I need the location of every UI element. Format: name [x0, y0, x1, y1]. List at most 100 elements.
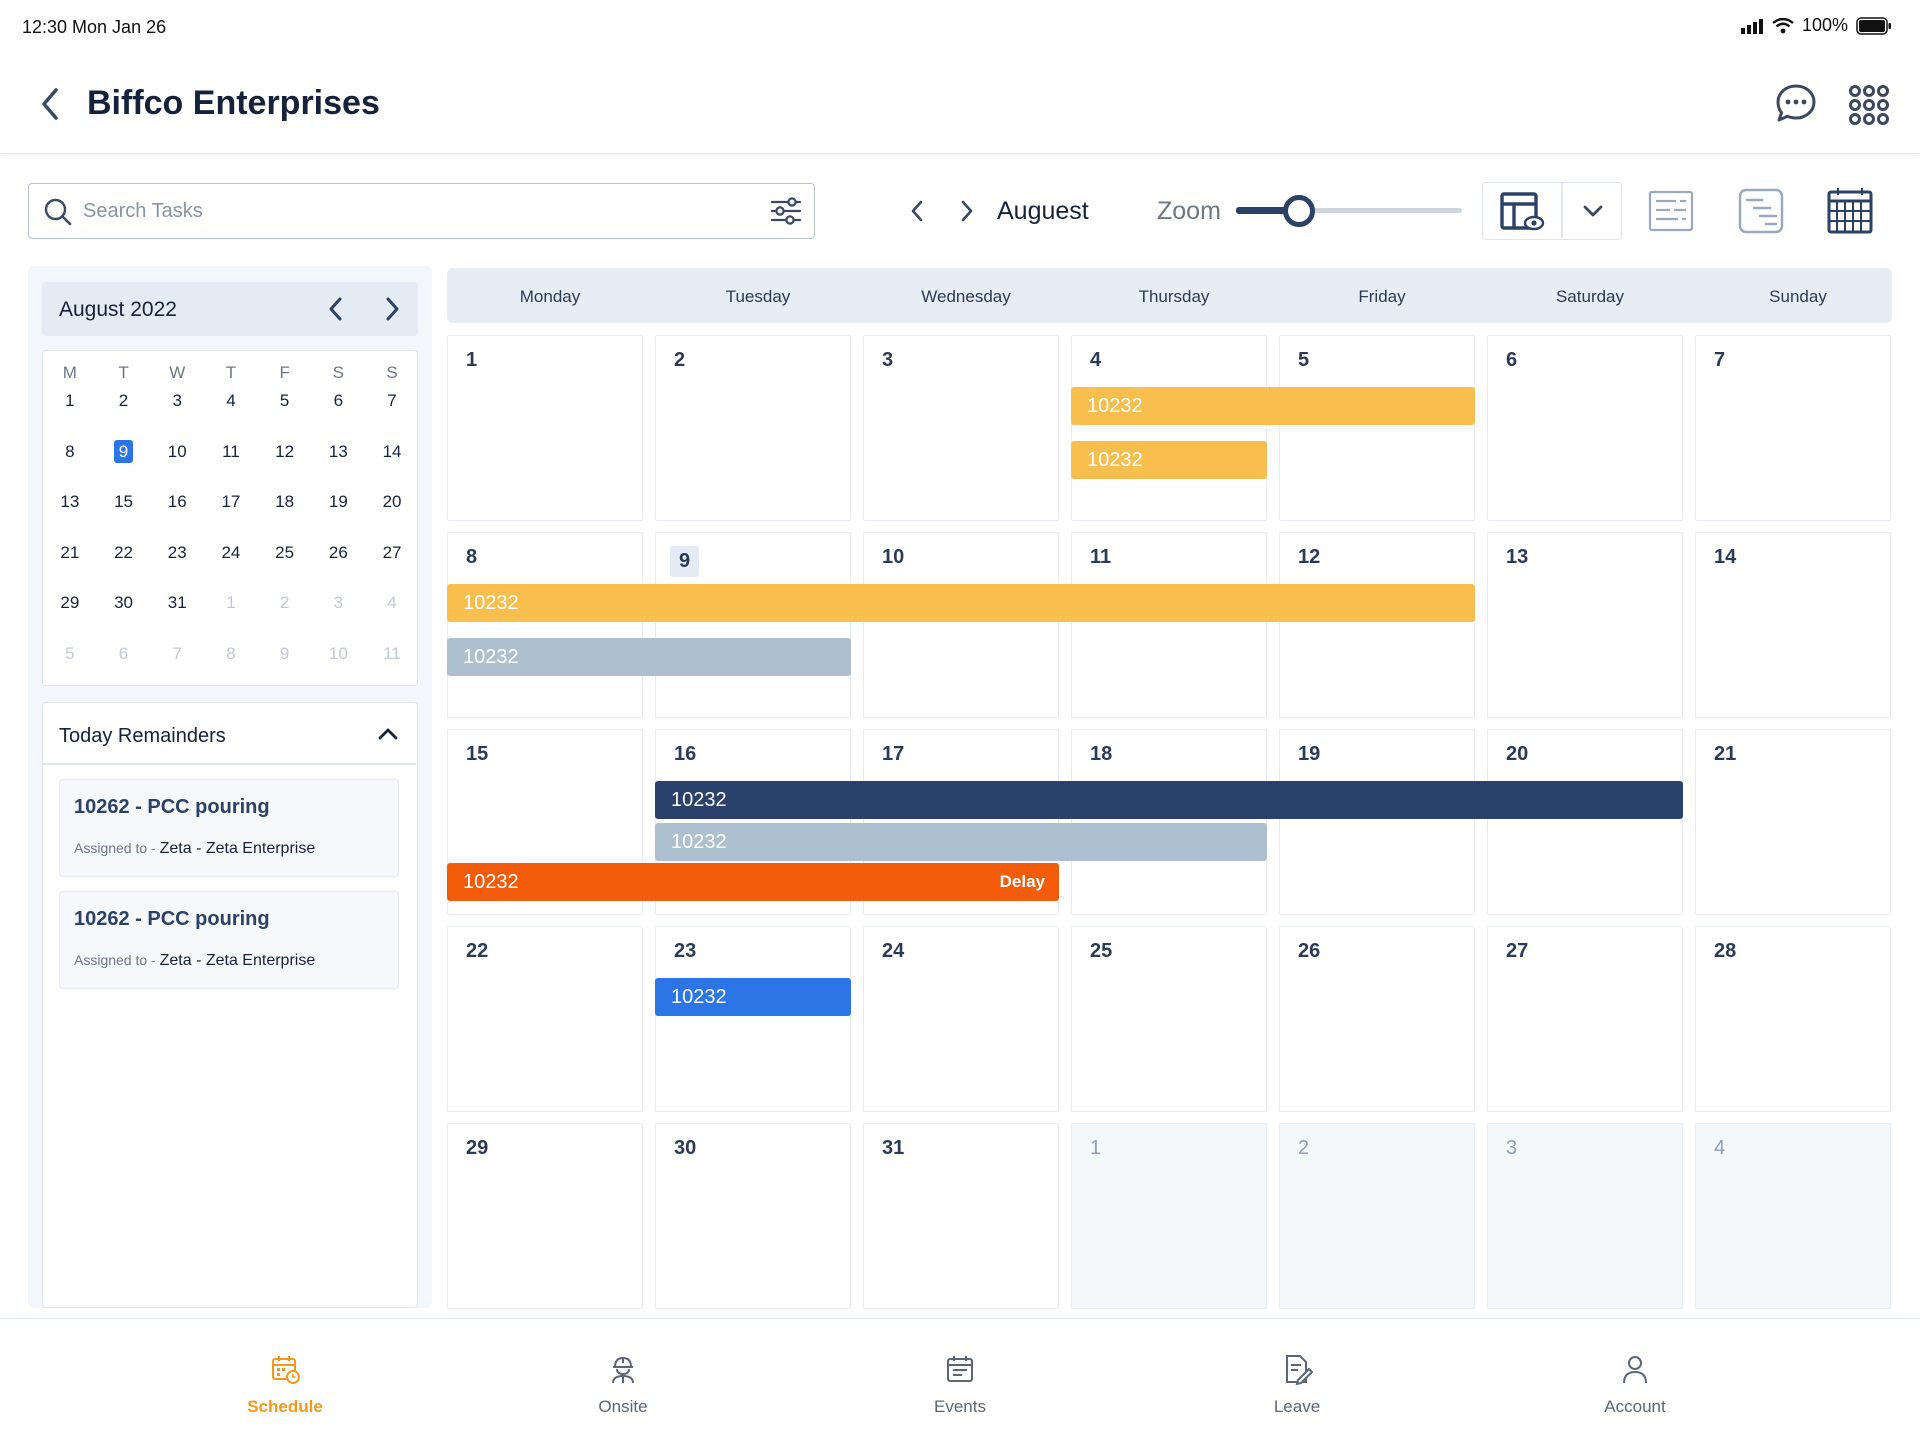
- mini-calendar-prev-button[interactable]: [326, 294, 346, 324]
- mini-calendar-day[interactable]: 22: [114, 542, 133, 562]
- mini-calendar-day[interactable]: 23: [167, 542, 187, 562]
- mini-calendar-day[interactable]: 1: [65, 391, 75, 410]
- search-input[interactable]: [83, 196, 723, 226]
- reminder-card[interactable]: 10262 - PCC pouring Assigned to - Zeta -…: [59, 891, 399, 989]
- view-mode-selector[interactable]: [1482, 182, 1622, 240]
- back-arrow-icon[interactable]: [36, 84, 64, 124]
- calendar-day[interactable]: 25: [1071, 926, 1267, 1112]
- mini-calendar-day[interactable]: 9: [279, 644, 290, 663]
- mini-calendar-day[interactable]: 6: [118, 644, 129, 663]
- calendar-view-icon[interactable]: [1826, 186, 1874, 236]
- mini-calendar-day[interactable]: 11: [383, 644, 401, 663]
- mini-calendar-day[interactable]: 21: [60, 542, 80, 562]
- task-event-bar[interactable]: 10232: [447, 638, 851, 676]
- mini-calendar-day[interactable]: 18: [275, 492, 295, 512]
- zoom-slider[interactable]: [1236, 190, 1462, 230]
- filter-settings-icon[interactable]: [770, 196, 802, 226]
- task-event-bar[interactable]: 10232: [655, 823, 1267, 861]
- mini-calendar-day[interactable]: 13: [328, 441, 348, 461]
- calendar-day[interactable]: 3: [863, 335, 1059, 521]
- chevron-down-icon[interactable]: [1579, 199, 1607, 223]
- gantt-view-icon[interactable]: [1736, 186, 1786, 236]
- calendar-day[interactable]: 27: [1487, 926, 1683, 1112]
- task-event-bar[interactable]: 10232: [447, 584, 1475, 622]
- mini-calendar-day[interactable]: 4: [387, 593, 397, 613]
- mini-calendar-day[interactable]: 15: [114, 492, 133, 512]
- mini-calendar-day[interactable]: 2: [279, 593, 290, 613]
- calendar-day[interactable]: 21: [1695, 729, 1891, 915]
- mini-calendar-day[interactable]: 31: [167, 593, 187, 613]
- mini-calendar-day[interactable]: 16: [167, 492, 187, 512]
- nav-item-leave[interactable]: Leave: [1197, 1319, 1397, 1439]
- mini-calendar-day[interactable]: 20: [382, 492, 402, 512]
- calendar-day[interactable]: 30: [655, 1123, 851, 1309]
- mini-calendar-day[interactable]: 4: [226, 391, 236, 410]
- mini-calendar-day[interactable]: 8: [226, 644, 236, 663]
- mini-calendar-next-button[interactable]: [382, 294, 402, 324]
- task-event-bar[interactable]: 10232: [655, 978, 851, 1016]
- mini-calendar-day-selected[interactable]: 9: [97, 439, 151, 465]
- chevron-up-icon[interactable]: [375, 721, 401, 747]
- zoom-slider-thumb[interactable]: [1283, 195, 1316, 227]
- calendar-day[interactable]: 22: [447, 926, 643, 1112]
- mini-calendar-day[interactable]: 11: [222, 441, 240, 461]
- task-event-bar[interactable]: 10232: [1071, 387, 1475, 425]
- mini-calendar-day[interactable]: 14: [382, 441, 402, 461]
- apps-grid-icon[interactable]: [1848, 84, 1890, 126]
- calendar-day[interactable]: 2: [1279, 1123, 1475, 1309]
- calendar-day[interactable]: 1: [1071, 1123, 1267, 1309]
- mini-calendar-day[interactable]: 1: [226, 593, 236, 613]
- calendar-day[interactable]: 8: [447, 532, 643, 718]
- mini-calendar-day[interactable]: 26: [328, 542, 348, 562]
- nav-item-onsite[interactable]: Onsite: [523, 1319, 723, 1439]
- calendar-day[interactable]: 26: [1279, 926, 1475, 1112]
- previous-month-button[interactable]: [906, 196, 928, 226]
- mini-calendar-day[interactable]: 19: [328, 492, 348, 512]
- calendar-day[interactable]: 3: [1487, 1123, 1683, 1309]
- calendar-day[interactable]: 7: [1695, 335, 1891, 521]
- calendar-day[interactable]: 14: [1695, 532, 1891, 718]
- mini-calendar-day[interactable]: 6: [333, 391, 344, 410]
- calendar-day[interactable]: 11: [1071, 532, 1267, 718]
- calendar-day[interactable]: 31: [863, 1123, 1059, 1309]
- mini-calendar-day[interactable]: 25: [275, 542, 295, 562]
- task-event-bar[interactable]: 10232: [1071, 441, 1267, 479]
- mini-calendar-day[interactable]: 5: [279, 391, 290, 410]
- chat-icon[interactable]: [1774, 82, 1818, 126]
- calendar-day[interactable]: 13: [1487, 532, 1683, 718]
- mini-calendar-day[interactable]: 24: [221, 542, 241, 562]
- task-event-bar[interactable]: 10232: [655, 781, 1683, 819]
- mini-calendar-day[interactable]: 5: [65, 644, 75, 663]
- nav-item-account[interactable]: Account: [1535, 1319, 1735, 1439]
- mini-calendar-day[interactable]: 27: [382, 542, 402, 562]
- mini-calendar-day[interactable]: 12: [275, 441, 295, 461]
- calendar-day[interactable]: 24: [863, 926, 1059, 1112]
- calendar-day[interactable]: 6: [1487, 335, 1683, 521]
- mini-calendar-day[interactable]: 3: [333, 593, 344, 613]
- calendar-day[interactable]: 19: [1279, 729, 1475, 915]
- reminder-card[interactable]: 10262 - PCC pouring Assigned to - Zeta -…: [59, 779, 399, 877]
- mini-calendar-day[interactable]: 7: [387, 391, 397, 410]
- nav-item-schedule[interactable]: Schedule: [185, 1319, 385, 1439]
- nav-item-events[interactable]: Events: [860, 1319, 1060, 1439]
- mini-calendar-day[interactable]: 29: [60, 593, 80, 613]
- calendar-day-today[interactable]: 9: [655, 532, 851, 718]
- table-view-icon[interactable]: [1499, 191, 1545, 233]
- calendar-day[interactable]: 4: [1695, 1123, 1891, 1309]
- calendar-day[interactable]: 5: [1279, 335, 1475, 521]
- task-event-bar[interactable]: 10232 Delay: [447, 863, 1059, 901]
- calendar-day[interactable]: 1: [447, 335, 643, 521]
- calendar-day[interactable]: 12: [1279, 532, 1475, 718]
- calendar-day[interactable]: 20: [1487, 729, 1683, 915]
- mini-calendar-day[interactable]: 10: [328, 644, 348, 663]
- mini-calendar-day[interactable]: 3: [172, 391, 182, 410]
- mini-calendar-day[interactable]: 10: [167, 441, 187, 461]
- mini-calendar-day[interactable]: 13: [60, 492, 80, 512]
- mini-calendar-day[interactable]: 8: [65, 441, 75, 461]
- mini-calendar-day[interactable]: 7: [172, 644, 182, 663]
- list-view-icon[interactable]: [1646, 186, 1696, 236]
- calendar-day[interactable]: 10: [863, 532, 1059, 718]
- calendar-day[interactable]: 18: [1071, 729, 1267, 915]
- calendar-day[interactable]: 23: [655, 926, 851, 1112]
- next-month-button[interactable]: [956, 196, 978, 226]
